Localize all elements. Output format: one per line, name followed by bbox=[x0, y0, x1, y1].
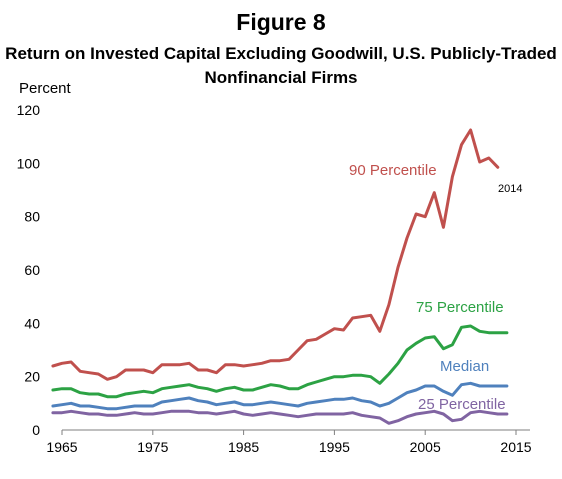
x-tick-label: 2015 bbox=[500, 439, 531, 455]
x-tick-label: 2005 bbox=[410, 439, 441, 455]
series-label-median: Median bbox=[440, 358, 489, 375]
x-tick-label: 1985 bbox=[228, 439, 259, 455]
x-tick-label: 1965 bbox=[46, 439, 77, 455]
series-line-median bbox=[51, 381, 509, 411]
y-tick-label: 40 bbox=[24, 315, 40, 331]
series-label-90-percentile: 90 Percentile bbox=[349, 162, 437, 179]
series-line-75-percentile bbox=[51, 324, 509, 399]
series-label-75-percentile: 75 Percentile bbox=[416, 299, 504, 316]
series-layer bbox=[51, 128, 509, 425]
label-layer: 90 Percentile 75 Percentile Median 25 Perce… bbox=[349, 162, 522, 413]
y-tick-label: 0 bbox=[32, 422, 40, 438]
series-label-25-percentile: 25 Percentile bbox=[418, 396, 506, 413]
y-tick-label: 120 bbox=[17, 102, 41, 118]
y-tick-label: 80 bbox=[24, 209, 40, 225]
figure-label: Figure 8 bbox=[236, 9, 326, 35]
series-line-90-percentile bbox=[51, 128, 500, 381]
x-tick-label: 1975 bbox=[137, 439, 168, 455]
y-tick-label: 20 bbox=[24, 369, 40, 385]
y-tick-label: 60 bbox=[24, 262, 40, 278]
y-axis-label: Percent bbox=[19, 80, 71, 97]
chart-title: Return on Invested Capital Excluding Goo… bbox=[5, 44, 557, 87]
series-line-25-percentile bbox=[51, 409, 509, 425]
x-tick-label: 1995 bbox=[319, 439, 350, 455]
annotation-label: 2014 bbox=[498, 183, 522, 195]
axes: 1965 1975 1985 1995 2005 2015 0 20 40 60 80 100 120 bbox=[17, 102, 532, 455]
y-tick-label: 100 bbox=[17, 155, 41, 171]
